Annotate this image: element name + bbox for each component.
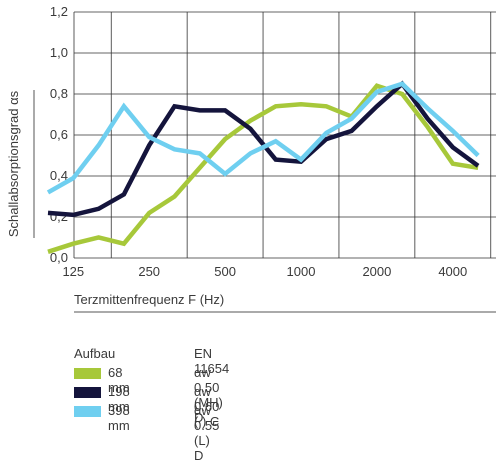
y-tick-label: 1,0 <box>50 45 68 60</box>
legend-swatch <box>74 368 101 379</box>
legend-item-rating: αw 0.50 (MH) D <box>194 365 223 425</box>
y-tick-label: 1,2 <box>50 4 68 19</box>
legend-item-rating: αw 0.55 (L) D <box>194 403 220 463</box>
legend-header-left: Aufbau <box>74 346 116 361</box>
legend-swatch <box>74 406 101 417</box>
legend-item-size: 68 mm <box>108 365 130 395</box>
x-tick-label: 250 <box>138 264 160 279</box>
y-tick-label: 0,6 <box>50 127 68 142</box>
series-line <box>46 81 480 195</box>
legend-swatch <box>74 387 101 398</box>
x-tick-label: 4000 <box>438 264 467 279</box>
absorption-chart: 0,00,20,40,60,81,01,2 125 250 500 1000 2000 4… <box>6 4 496 313</box>
series-line <box>47 83 479 254</box>
legend-item-size: 198 mm <box>108 384 130 414</box>
legend-header-right: EN 11654 <box>194 346 230 376</box>
y-axis-title: Schallabsorptionsgrad αs <box>6 90 21 237</box>
y-tick-label: 0,8 <box>50 86 68 101</box>
x-tick-label: 1000 <box>287 264 316 279</box>
legend-item-size: 398 mm <box>108 403 130 433</box>
chart-grid <box>73 11 496 259</box>
x-axis-title: Terzmittenfrequenz F (Hz) <box>74 292 224 307</box>
x-axis-ticks: 125 250 500 1000 2000 4000 <box>62 264 467 279</box>
x-tick-label: 500 <box>214 264 236 279</box>
y-tick-label: 0,0 <box>50 250 68 265</box>
x-tick-label: 125 <box>62 264 84 279</box>
chart-series <box>46 80 480 254</box>
x-tick-label: 2000 <box>362 264 391 279</box>
y-tick-label: 0,4 <box>50 168 68 183</box>
y-axis-ticks: 0,00,20,40,60,81,01,2 <box>50 4 68 265</box>
legend-item-rating: αw 0.60 ( ) C <box>194 384 220 429</box>
